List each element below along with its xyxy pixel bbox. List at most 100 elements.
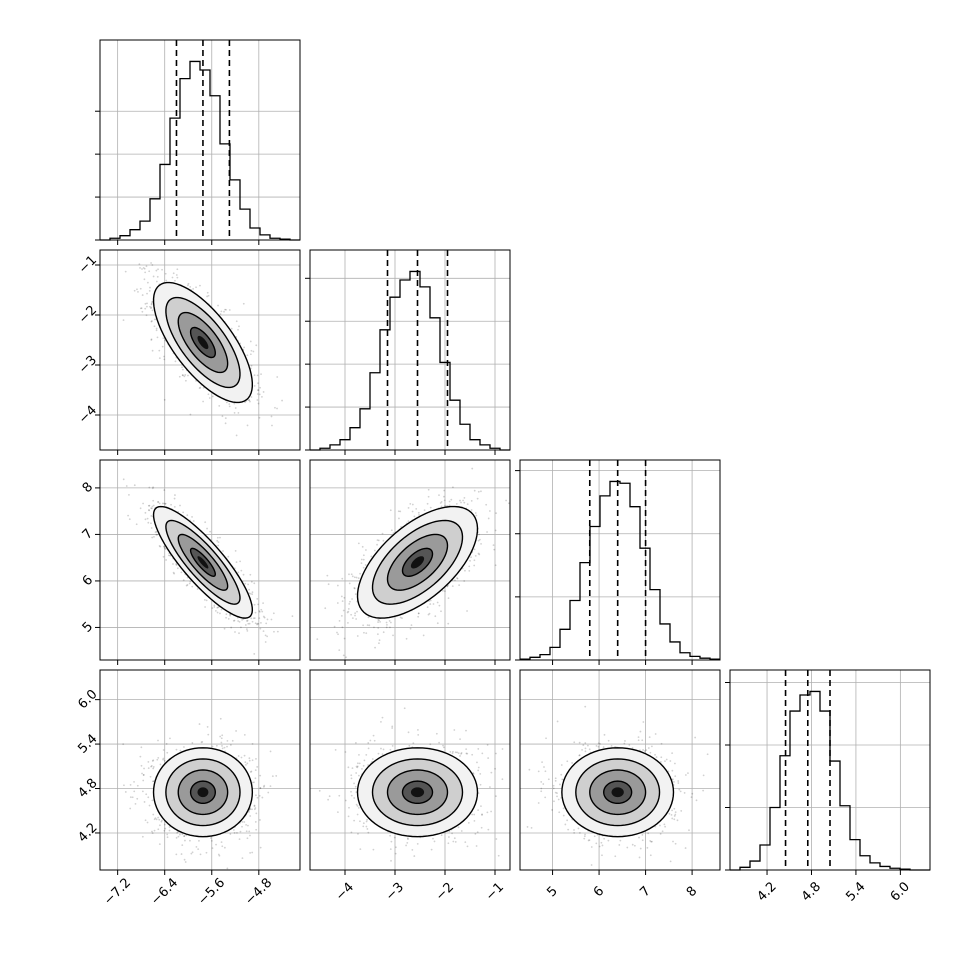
scatter-dot bbox=[253, 653, 256, 655]
scatter-dot bbox=[463, 496, 466, 499]
scatter-dot bbox=[336, 584, 339, 587]
scatter-dot bbox=[186, 284, 189, 287]
scatter-dot bbox=[152, 486, 155, 489]
scatter-dot bbox=[365, 632, 368, 635]
scatter-dot bbox=[191, 516, 193, 518]
scatter-dot bbox=[362, 554, 365, 557]
scatter-dot bbox=[124, 270, 127, 273]
scatter-dot bbox=[151, 505, 154, 508]
scatter-dot bbox=[182, 511, 185, 514]
scatter-dot bbox=[141, 294, 144, 296]
scatter-dot bbox=[455, 502, 458, 505]
scatter-dot bbox=[167, 554, 170, 557]
scatter-dot bbox=[377, 539, 380, 542]
scatter-dot bbox=[390, 529, 393, 532]
scatter-dot bbox=[148, 504, 151, 507]
scatter-dot bbox=[255, 758, 257, 760]
scatter-dot bbox=[382, 539, 385, 542]
scatter-dot bbox=[252, 350, 255, 353]
scatter-dot bbox=[249, 808, 252, 811]
scatter-dot bbox=[262, 391, 265, 393]
scatter-dot bbox=[225, 613, 228, 616]
scatter-dot bbox=[456, 577, 458, 579]
scatter-dot bbox=[220, 737, 223, 740]
scatter-dot bbox=[466, 610, 468, 612]
scatter-dot bbox=[475, 514, 478, 517]
scatter-dot bbox=[159, 763, 162, 766]
histogram-step-line bbox=[100, 60, 300, 241]
scatter-dot bbox=[385, 621, 388, 624]
scatter-dot bbox=[405, 637, 408, 640]
scatter-dot bbox=[468, 570, 471, 572]
scatter-dot bbox=[476, 497, 479, 500]
scatter-dot bbox=[262, 785, 265, 788]
scatter-dot bbox=[139, 287, 142, 290]
scatter-dot bbox=[253, 603, 256, 606]
scatter-dot bbox=[244, 401, 246, 404]
scatter-dot bbox=[206, 527, 208, 530]
scatter-dot bbox=[219, 612, 221, 615]
scatter-dot bbox=[241, 857, 244, 860]
scatter-dot bbox=[182, 374, 184, 377]
scatter-dot bbox=[129, 807, 132, 810]
scatter-dot bbox=[392, 532, 395, 535]
scatter-dot bbox=[350, 613, 353, 616]
scatter-dot bbox=[141, 835, 144, 838]
scatter-dot bbox=[155, 818, 158, 821]
scatter-dot bbox=[152, 765, 155, 768]
scatter-dot bbox=[164, 502, 167, 505]
scatter-dot bbox=[148, 486, 151, 489]
scatter-dot bbox=[227, 555, 230, 558]
histogram-step-line bbox=[520, 480, 720, 660]
scatter-dot bbox=[363, 631, 365, 634]
scatter-dot bbox=[439, 502, 442, 504]
contour-line-3 bbox=[152, 505, 254, 619]
scatter-dot bbox=[250, 349, 253, 352]
scatter-dot bbox=[364, 564, 367, 566]
scatter-dot bbox=[271, 424, 273, 427]
scatter-dot bbox=[163, 489, 166, 491]
scatter-dot bbox=[478, 533, 480, 536]
scatter-dot bbox=[480, 490, 482, 493]
scatter-dot bbox=[163, 829, 166, 832]
scatter-dot bbox=[342, 654, 345, 657]
scatter-dot bbox=[260, 373, 262, 376]
scatter-dot bbox=[128, 518, 131, 521]
scatter-dot bbox=[216, 536, 219, 539]
scatter-dot bbox=[443, 590, 446, 593]
scatter-dot bbox=[451, 585, 454, 588]
scatter-dot bbox=[249, 573, 252, 576]
scatter-dot bbox=[407, 506, 410, 509]
scatter-dot bbox=[385, 626, 388, 629]
scatter-dot bbox=[163, 823, 166, 826]
scatter-dot bbox=[242, 573, 245, 576]
scatter-dot bbox=[258, 416, 261, 419]
scatter-dot bbox=[347, 610, 350, 613]
panel-3-0 bbox=[95, 669, 301, 875]
scatter-dot bbox=[181, 366, 183, 369]
scatter-dot bbox=[423, 509, 426, 512]
scatter-dot bbox=[199, 386, 202, 389]
scatter-dot bbox=[337, 633, 339, 636]
scatter-dot bbox=[198, 723, 201, 725]
scatter-dot bbox=[149, 286, 151, 289]
scatter-dot bbox=[446, 504, 449, 507]
scatter-dot bbox=[427, 488, 430, 491]
scatter-dot bbox=[486, 531, 488, 533]
scatter-dot bbox=[381, 532, 384, 535]
scatter-dot bbox=[250, 617, 253, 620]
scatter-dot bbox=[172, 563, 174, 565]
scatter-dot bbox=[266, 618, 269, 621]
scatter-dot bbox=[173, 505, 176, 508]
scatter-dot bbox=[156, 533, 159, 536]
scatter-dot bbox=[247, 622, 250, 625]
scatter-dot bbox=[338, 649, 341, 652]
scatter-dot bbox=[411, 510, 414, 513]
scatter-dot bbox=[401, 617, 403, 620]
scatter-dot bbox=[211, 395, 214, 398]
scatter-dot bbox=[225, 616, 227, 619]
scatter-dot bbox=[218, 404, 221, 407]
scatter-dot bbox=[184, 374, 187, 376]
scatter-dot bbox=[473, 564, 476, 567]
scatter-dot bbox=[488, 510, 491, 512]
